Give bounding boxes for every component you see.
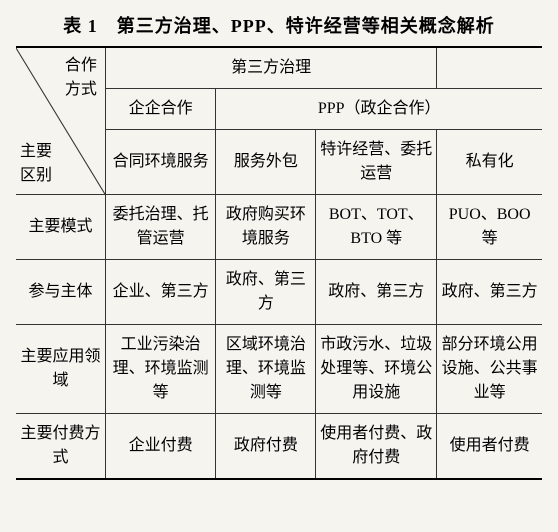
- cell: 政府购买环境服务: [216, 195, 316, 260]
- concept-table: 合作 方式 主要 区别 第三方治理 企企合作 PPP（政企合作） 合同环境服务 …: [16, 46, 542, 480]
- row-label-subject: 参与主体: [16, 260, 105, 325]
- table-title: 表 1 第三方治理、PPP、特许经营等相关概念解析: [16, 12, 542, 38]
- h-third-party: 第三方治理: [105, 47, 436, 89]
- h-outsource: 服务外包: [216, 130, 316, 195]
- h-empty: [437, 47, 542, 89]
- row-label-mode: 主要模式: [16, 195, 105, 260]
- h-ppp: PPP（政企合作）: [216, 89, 542, 130]
- cell: 部分环境公用设施、公共事业等: [437, 325, 542, 414]
- table-row: 主要应用领域 工业污染治理、环境监测等 区域环境治理、环境监测等 市政污水、垃圾…: [16, 325, 542, 414]
- diag-bot1: 主要: [20, 143, 52, 160]
- h-privatize: 私有化: [437, 130, 542, 195]
- cell: 市政污水、垃圾处理等、环境公用设施: [316, 325, 437, 414]
- cell: 政府、第三方: [216, 260, 316, 325]
- diag-top1: 合作: [65, 57, 97, 74]
- cell: 政府、第三方: [437, 260, 542, 325]
- cell: BOT、TOT、BTO 等: [316, 195, 437, 260]
- table-row: 主要模式 委托治理、托管运营 政府购买环境服务 BOT、TOT、BTO 等 PU…: [16, 195, 542, 260]
- cell: 企业付费: [105, 414, 215, 480]
- cell: 企业、第三方: [105, 260, 215, 325]
- cell: 使用者付费、政府付费: [316, 414, 437, 480]
- h-contract-env: 合同环境服务: [105, 130, 215, 195]
- cell: PUO、BOO 等: [437, 195, 542, 260]
- row-label-pay: 主要付费方式: [16, 414, 105, 480]
- cell: 政府付费: [216, 414, 316, 480]
- cell: 委托治理、托管运营: [105, 195, 215, 260]
- cell: 区域环境治理、环境监测等: [216, 325, 316, 414]
- cell: 使用者付费: [437, 414, 542, 480]
- diag-bot2: 区别: [20, 167, 52, 184]
- h-franchise: 特许经营、委托运营: [316, 130, 437, 195]
- cell: 政府、第三方: [316, 260, 437, 325]
- diag-header: 合作 方式 主要 区别: [16, 47, 105, 195]
- diag-top2: 方式: [65, 81, 97, 98]
- table-row: 主要付费方式 企业付费 政府付费 使用者付费、政府付费 使用者付费: [16, 414, 542, 480]
- cell: 工业污染治理、环境监测等: [105, 325, 215, 414]
- table-row: 参与主体 企业、第三方 政府、第三方 政府、第三方 政府、第三方: [16, 260, 542, 325]
- row-label-field: 主要应用领域: [16, 325, 105, 414]
- h-ent-ent: 企企合作: [105, 89, 215, 130]
